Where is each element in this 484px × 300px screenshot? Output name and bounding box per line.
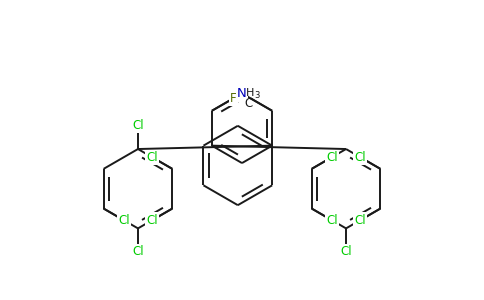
- Text: Cl: Cl: [354, 151, 366, 164]
- Text: Cl: Cl: [132, 119, 144, 132]
- Text: Cl: Cl: [146, 214, 158, 227]
- Text: Cl: Cl: [132, 245, 144, 258]
- Text: Cl: Cl: [118, 214, 130, 227]
- Text: C: C: [244, 97, 253, 110]
- Text: F: F: [230, 92, 237, 105]
- Text: Cl: Cl: [326, 151, 338, 164]
- Text: H: H: [246, 88, 255, 98]
- Text: Cl: Cl: [146, 151, 158, 164]
- Text: Cl: Cl: [326, 214, 338, 227]
- Text: Cl: Cl: [340, 245, 352, 258]
- Text: 3: 3: [255, 91, 260, 100]
- Text: Cl: Cl: [354, 214, 366, 227]
- Text: N: N: [237, 87, 247, 100]
